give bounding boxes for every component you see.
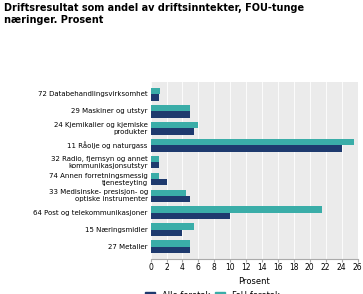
Bar [151, 139, 354, 145]
Bar [151, 179, 167, 186]
Bar [151, 230, 183, 236]
Bar [151, 196, 191, 202]
Bar [151, 206, 322, 213]
Bar [151, 213, 230, 219]
Bar [151, 190, 187, 196]
Bar [151, 105, 191, 111]
Bar [151, 88, 160, 94]
Legend: Alle foretak, FoU-foretak: Alle foretak, FoU-foretak [145, 291, 280, 294]
Bar [151, 145, 342, 151]
Bar [151, 173, 159, 179]
X-axis label: Prosent: Prosent [238, 278, 270, 286]
Bar [151, 111, 191, 118]
Text: Driftsresultat som andel av driftsinntekter, FOU-tunge
næringer. Prosent: Driftsresultat som andel av driftsinntek… [4, 3, 304, 24]
Bar [151, 122, 199, 128]
Bar [151, 94, 159, 101]
Bar [151, 156, 159, 162]
Bar [151, 162, 159, 168]
Bar [151, 223, 195, 230]
Bar [151, 247, 191, 253]
Bar [151, 240, 191, 247]
Bar [151, 128, 195, 135]
